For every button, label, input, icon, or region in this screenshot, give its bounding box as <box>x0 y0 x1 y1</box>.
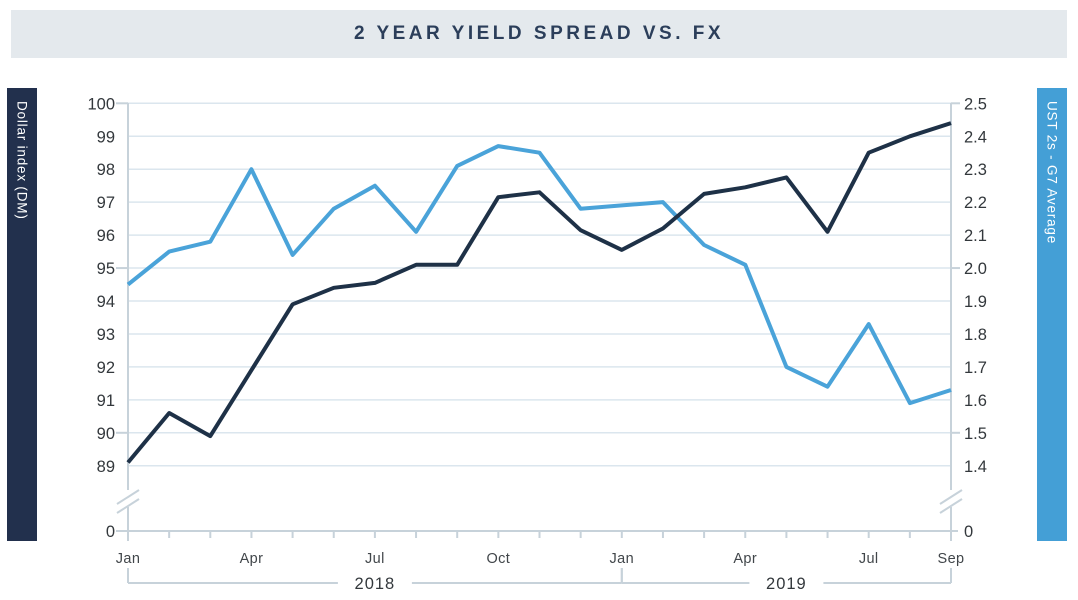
left-axis-tick-label: 94 <box>97 293 115 311</box>
axis-break-icon <box>116 489 140 505</box>
right-axis-tick-label: 2.1 <box>964 227 987 245</box>
right-axis-tick-label: 2.5 <box>964 95 987 113</box>
series-line-dollar-index <box>126 121 952 464</box>
axis-break-icon <box>116 498 140 514</box>
year-label: 2019 <box>766 575 807 593</box>
right-axis-tick-label: 1.6 <box>964 392 987 410</box>
right-axis-tick-label: 2.2 <box>964 194 987 212</box>
left-axis-tick-label: 92 <box>97 359 115 377</box>
left-axis-tick-label: 99 <box>97 128 115 146</box>
left-axis-tick-label: 100 <box>87 95 115 113</box>
series-line-ust-2s-g7 <box>126 144 952 406</box>
right-axis-tick-label: 2.4 <box>964 128 987 146</box>
right-axis-unit-bar: UST 2s - G7 Average <box>1037 88 1067 541</box>
left-axis-tick-label: 89 <box>97 458 115 476</box>
right-axis-tick-label: 1.5 <box>964 425 987 443</box>
x-axis-tick-label: Jul <box>859 551 879 567</box>
left-axis-tick-label: 96 <box>97 227 115 245</box>
left-axis-unit-bar: Dollar index (DM) <box>7 88 37 541</box>
left-axis-tick-label: 93 <box>97 326 115 344</box>
left-axis-tick-label: 98 <box>97 161 115 179</box>
chart-title-banner: 2 YEAR YIELD SPREAD VS. FX <box>11 10 1067 58</box>
left-axis-tick-label: 97 <box>97 194 115 212</box>
right-axis-tick-label: 2.3 <box>964 161 987 179</box>
right-axis-tick-label: 1.9 <box>964 293 987 311</box>
right-axis-unit-label: UST 2s - G7 Average <box>1044 101 1060 245</box>
x-axis-tick-label: Jul <box>365 551 385 567</box>
x-axis-tick-label: Jan <box>116 551 141 567</box>
left-axis-unit-label: Dollar index (DM) <box>14 101 30 220</box>
left-axis-zero-label: 0 <box>106 523 115 541</box>
chart-title: 2 YEAR YIELD SPREAD VS. FX <box>353 23 725 44</box>
x-axis-tick-label: Oct <box>486 551 510 567</box>
left-axis-tick-label: 95 <box>97 260 115 278</box>
axis-break-icon <box>939 489 963 505</box>
x-axis-tick-label: Apr <box>240 551 264 567</box>
x-axis-tick-label: Apr <box>733 551 757 567</box>
right-axis-tick-label: 1.4 <box>964 458 987 476</box>
x-axis-tick-label: Jan <box>610 551 635 567</box>
left-axis-tick-label: 91 <box>97 392 115 410</box>
right-axis-tick-label: 2.0 <box>964 260 987 278</box>
axis-break-icon <box>939 498 963 514</box>
right-axis-tick-label: 1.7 <box>964 359 987 377</box>
right-axis-zero-label: 0 <box>964 523 973 541</box>
left-axis-tick-label: 90 <box>97 425 115 443</box>
x-axis-tick-label: Sep <box>938 551 965 567</box>
right-axis-tick-label: 1.8 <box>964 326 987 344</box>
year-label: 2018 <box>355 575 396 593</box>
